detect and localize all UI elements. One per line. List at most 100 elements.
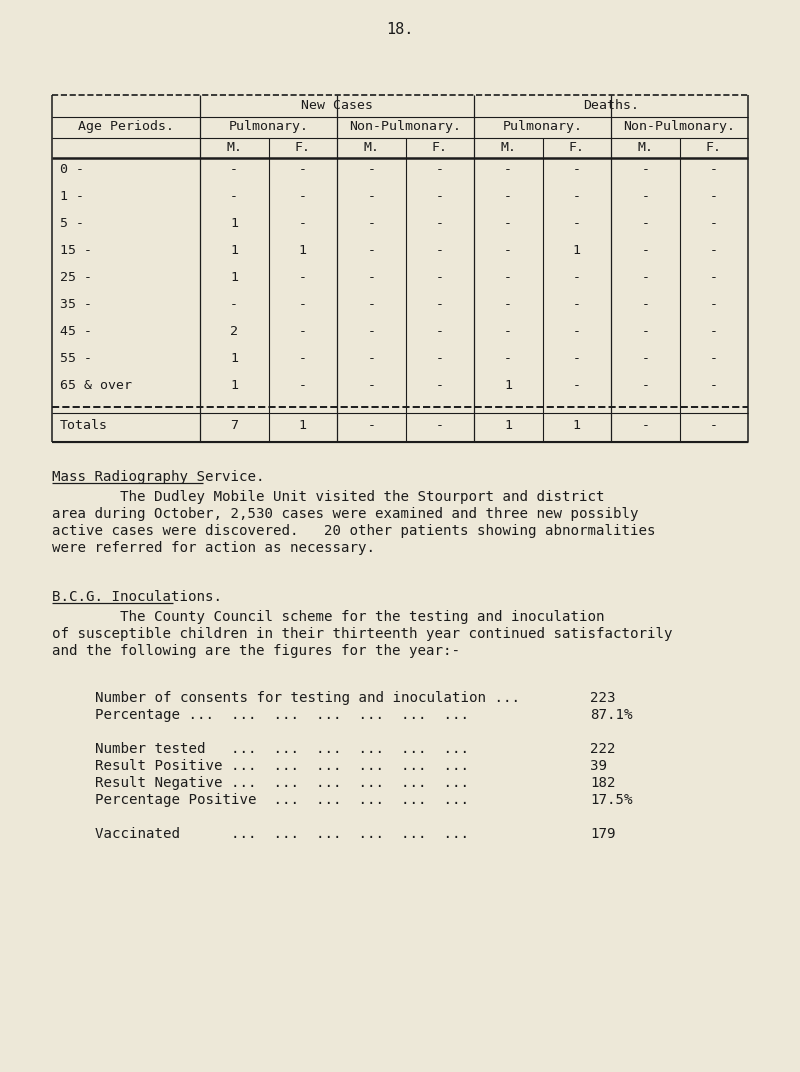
Text: area during October, 2,530 cases were examined and three new possibly: area during October, 2,530 cases were ex… [52, 507, 638, 521]
Text: -: - [573, 163, 581, 176]
Text: Deaths.: Deaths. [583, 99, 639, 111]
Text: -: - [436, 379, 444, 392]
Text: 15 -: 15 - [60, 244, 92, 257]
Text: The Dudley Mobile Unit visited the Stourport and district: The Dudley Mobile Unit visited the Stour… [52, 490, 605, 504]
Text: -: - [367, 352, 375, 364]
Text: -: - [642, 419, 650, 432]
Text: 87.1%: 87.1% [590, 708, 633, 723]
Text: -: - [298, 325, 306, 338]
Text: The County Council scheme for the testing and inoculation: The County Council scheme for the testin… [52, 610, 605, 624]
Text: M.: M. [638, 142, 654, 154]
Text: -: - [642, 352, 650, 364]
Text: -: - [367, 244, 375, 257]
Text: M.: M. [500, 142, 516, 154]
Text: -: - [642, 298, 650, 311]
Text: 5 -: 5 - [60, 217, 84, 230]
Text: 1: 1 [230, 244, 238, 257]
Text: F.: F. [294, 142, 310, 154]
Text: Mass Radiography Service.: Mass Radiography Service. [52, 470, 265, 483]
Text: -: - [642, 379, 650, 392]
Text: -: - [298, 298, 306, 311]
Text: -: - [710, 325, 718, 338]
Text: 45 -: 45 - [60, 325, 92, 338]
Text: -: - [504, 217, 512, 230]
Text: of susceptible children in their thirteenth year continued satisfactorily: of susceptible children in their thirtee… [52, 627, 673, 641]
Text: 7: 7 [230, 419, 238, 432]
Text: 223: 223 [590, 691, 615, 705]
Text: -: - [710, 271, 718, 284]
Text: 65 & over: 65 & over [60, 379, 132, 392]
Text: 179: 179 [590, 827, 615, 842]
Text: -: - [367, 325, 375, 338]
Text: -: - [710, 190, 718, 203]
Text: active cases were discovered.   20 other patients showing abnormalities: active cases were discovered. 20 other p… [52, 524, 655, 538]
Text: -: - [710, 419, 718, 432]
Text: F.: F. [432, 142, 448, 154]
Text: 17.5%: 17.5% [590, 793, 633, 807]
Text: -: - [230, 298, 238, 311]
Text: -: - [436, 352, 444, 364]
Text: -: - [436, 419, 444, 432]
Text: Percentage Positive  ...  ...  ...  ...  ...: Percentage Positive ... ... ... ... ... [95, 793, 469, 807]
Text: -: - [367, 298, 375, 311]
Text: Percentage ...  ...  ...  ...  ...  ...  ...: Percentage ... ... ... ... ... ... ... [95, 708, 469, 723]
Text: -: - [298, 217, 306, 230]
Text: Totals: Totals [60, 419, 108, 432]
Text: were referred for action as necessary.: were referred for action as necessary. [52, 541, 375, 555]
Text: -: - [573, 325, 581, 338]
Text: 1: 1 [230, 352, 238, 364]
Text: -: - [230, 190, 238, 203]
Text: 222: 222 [590, 742, 615, 756]
Text: -: - [367, 419, 375, 432]
Text: B.C.G. Inoculations.: B.C.G. Inoculations. [52, 590, 222, 604]
Text: Result Positive ...  ...  ...  ...  ...  ...: Result Positive ... ... ... ... ... ... [95, 759, 469, 773]
Text: New Cases: New Cases [301, 99, 373, 111]
Text: -: - [504, 352, 512, 364]
Text: Number tested   ...  ...  ...  ...  ...  ...: Number tested ... ... ... ... ... ... [95, 742, 469, 756]
Text: -: - [573, 271, 581, 284]
Text: 1: 1 [230, 379, 238, 392]
Text: M.: M. [363, 142, 379, 154]
Text: M.: M. [226, 142, 242, 154]
Text: -: - [367, 217, 375, 230]
Text: Non-Pulmonary.: Non-Pulmonary. [350, 120, 462, 133]
Text: -: - [504, 244, 512, 257]
Text: -: - [367, 190, 375, 203]
Text: Result Negative ...  ...  ...  ...  ...  ...: Result Negative ... ... ... ... ... ... [95, 776, 469, 790]
Text: -: - [573, 190, 581, 203]
Text: -: - [436, 190, 444, 203]
Text: Pulmonary.: Pulmonary. [502, 120, 582, 133]
Text: 1: 1 [298, 419, 306, 432]
Text: 35 -: 35 - [60, 298, 92, 311]
Text: -: - [642, 217, 650, 230]
Text: -: - [504, 271, 512, 284]
Text: -: - [436, 271, 444, 284]
Text: 1: 1 [504, 379, 512, 392]
Text: 1: 1 [298, 244, 306, 257]
Text: -: - [298, 271, 306, 284]
Text: -: - [230, 163, 238, 176]
Text: -: - [710, 217, 718, 230]
Text: -: - [642, 190, 650, 203]
Text: -: - [504, 298, 512, 311]
Text: -: - [710, 352, 718, 364]
Text: 1 -: 1 - [60, 190, 84, 203]
Text: and the following are the figures for the year:-: and the following are the figures for th… [52, 644, 460, 658]
Text: -: - [298, 352, 306, 364]
Text: 0 -: 0 - [60, 163, 84, 176]
Text: -: - [436, 244, 444, 257]
Text: Non-Pulmonary.: Non-Pulmonary. [623, 120, 735, 133]
Text: -: - [367, 271, 375, 284]
Text: Pulmonary.: Pulmonary. [229, 120, 309, 133]
Text: -: - [298, 379, 306, 392]
Text: -: - [642, 163, 650, 176]
Text: 1: 1 [504, 419, 512, 432]
Text: -: - [642, 325, 650, 338]
Text: -: - [436, 217, 444, 230]
Text: 182: 182 [590, 776, 615, 790]
Text: 18.: 18. [386, 23, 414, 38]
Text: 39: 39 [590, 759, 607, 773]
Text: -: - [504, 325, 512, 338]
Text: -: - [642, 271, 650, 284]
Text: 25 -: 25 - [60, 271, 92, 284]
